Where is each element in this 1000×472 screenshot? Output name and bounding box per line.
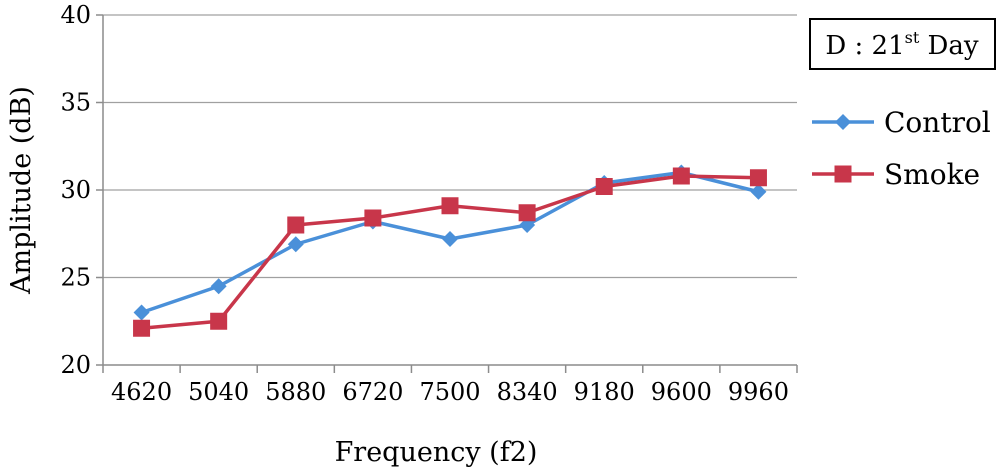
y-tick-label: 20 [60,351,91,379]
x-tick-label: 9600 [651,378,712,406]
data-point [441,197,459,215]
series-smoke [133,167,767,337]
y-tick-labels: 20 25 30 35 40 [60,1,103,379]
annotation-box: D : 21st Day [809,18,996,70]
legend-label: Smoke [884,158,980,191]
data-point [133,319,151,337]
legend: Control Smoke [812,106,991,191]
data-point [442,231,458,247]
y-tick-label: 30 [60,176,91,204]
legend-label: Control [884,106,991,139]
x-tick-label: 4620 [111,378,172,406]
annotation-prefix: D : 21 [825,31,904,61]
legend-swatch-marker [834,165,852,183]
x-tick-label: 6720 [342,378,403,406]
data-point [364,209,382,227]
y-tick-label: 35 [60,89,91,117]
x-tick-label: 5040 [188,378,249,406]
x-tick-label: 8340 [497,378,558,406]
svg-text:D : 21st Day: D : 21st Day [825,28,978,61]
gridlines [103,14,797,279]
data-point [750,183,767,200]
y-tick-label: 40 [60,1,91,29]
series-control [133,164,767,321]
x-tick-label: 9960 [728,378,789,406]
legend-swatch-marker [835,114,851,130]
x-tick-labels: 4620 5040 5880 6720 7500 8340 9180 9600 9960 [102,365,798,406]
data-point [595,178,613,195]
data-point [749,169,767,187]
x-axis-title: Frequency (f2) [335,437,538,468]
data-point [672,167,690,185]
x-tick-label: 9180 [574,378,635,406]
data-point [210,312,228,330]
legend-item-control: Control [812,106,991,139]
series-layer [133,164,767,337]
x-tick-label: 5880 [265,378,326,406]
annotation-suffix: Day [919,31,979,61]
annotation-superscript: st [905,28,920,47]
data-point [518,204,536,222]
data-point [133,304,150,321]
data-point [287,236,304,253]
x-tick-label: 7500 [419,378,480,406]
legend-item-smoke: Smoke [812,158,980,191]
data-point [287,216,305,234]
y-tick-label: 25 [60,264,91,292]
data-point [210,278,227,295]
y-axis-title: Amplitude (dB) [6,86,37,295]
